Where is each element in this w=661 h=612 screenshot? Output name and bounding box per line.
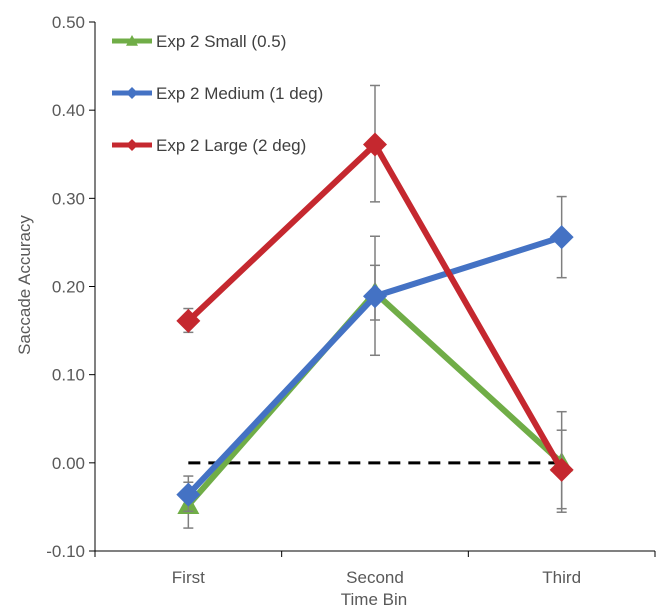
y-axis: 0.50 0.40 0.30 0.20 0.10 0.00 -0.10	[46, 13, 96, 561]
legend: Exp 2 Small (0.5) Exp 2 Medium (1 deg) Exp…	[112, 32, 323, 155]
legend-label: Exp 2 Medium (1 deg)	[156, 84, 323, 103]
y-tick-label: 0.50	[52, 13, 85, 32]
y-tick-label: 0.20	[52, 278, 85, 297]
triangle-marker	[126, 35, 138, 46]
y-tick-label: 0.30	[52, 189, 85, 208]
x-tick-label: First	[172, 568, 205, 587]
diamond-marker	[363, 284, 387, 309]
y-tick-label: 0.10	[52, 366, 85, 385]
diamond-marker	[176, 482, 201, 507]
series-3	[176, 84, 574, 510]
legend-item: Exp 2 Large (2 deg)	[112, 136, 306, 155]
diamond-marker	[549, 457, 574, 482]
legend-label: Exp 2 Small (0.5)	[156, 32, 286, 51]
diamond-marker	[176, 308, 201, 333]
y-tick-label: 0.40	[52, 101, 85, 120]
x-axis-title: Time Bin	[341, 590, 407, 609]
diamond-marker	[126, 139, 138, 151]
y-axis-title: Saccade Accuracy	[15, 215, 34, 355]
diamond-marker	[549, 225, 574, 250]
x-axis: First Second Third	[94, 550, 656, 587]
x-tick-label: Third	[542, 568, 581, 587]
legend-item: Exp 2 Small (0.5)	[112, 32, 286, 51]
legend-item: Exp 2 Medium (1 deg)	[112, 84, 323, 103]
series-2	[176, 195, 574, 513]
diamond-marker	[126, 87, 138, 99]
y-tick-label: -0.10	[46, 542, 85, 561]
legend-label: Exp 2 Large (2 deg)	[156, 136, 306, 155]
diamond-marker	[363, 132, 387, 157]
x-tick-label: Second	[346, 568, 404, 587]
y-tick-label: 0.00	[52, 454, 85, 473]
series-lines	[176, 84, 574, 529]
